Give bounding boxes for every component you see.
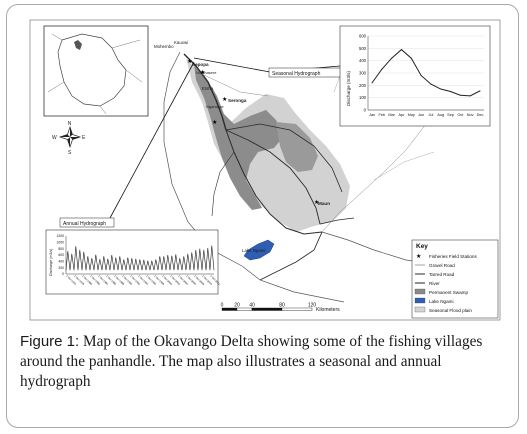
seasonal-ytick-label: 300 (359, 71, 367, 76)
station-star-icon: ★ (212, 119, 217, 126)
legend-item-label: Tarred Road (429, 272, 455, 277)
village-label: Ngarange (206, 104, 224, 109)
legend-swatch (414, 297, 426, 304)
village-label: Etsha (202, 86, 214, 91)
seasonal-ytick-label: 100 (359, 95, 367, 100)
legend-swatch (414, 288, 426, 295)
legend-swatch (414, 306, 426, 313)
okavango-map: Lake Ngami Mohembo Kauxwi Sepopa Nxamase… (29, 19, 501, 321)
seasonal-point (381, 68, 383, 70)
seasonal-ytick-label: 0 (364, 108, 367, 113)
legend-star-icon: ★ (416, 253, 421, 260)
station-star-icon: ★ (222, 96, 227, 103)
seasonal-callout-label: Seasonal Hydrograph (272, 71, 321, 77)
annual-callout-line (109, 61, 195, 219)
caption-label: Figure 1: (20, 333, 80, 350)
seasonal-xtick-label: Jan (369, 113, 375, 117)
annual-ytick-label: 800 (58, 247, 64, 251)
figure-caption: Figure 1: Map of the Okavango Delta show… (20, 332, 512, 392)
seasonal-xtick-label: May (408, 113, 415, 117)
annual-ytick-label: 200 (58, 266, 64, 270)
seasonal-xtick-label: Jul (428, 113, 433, 117)
station-star-icon: ★ (200, 69, 205, 76)
seasonal-xtick-label: Sep (447, 113, 454, 117)
seasonal-point (450, 91, 452, 92)
village-label: Seronga (228, 98, 247, 103)
annual-callout-label: Annual Hydrograph (63, 221, 106, 227)
seasonal-xtick-label: Dec (477, 113, 484, 117)
inset-delta (74, 40, 82, 50)
compass-rose: N S E W (52, 121, 86, 156)
legend-item-label: Gravel Road (429, 263, 455, 268)
seasonal-point (391, 57, 393, 59)
scale-unit-label: Kilometers (316, 307, 340, 313)
legend-title: Key (416, 243, 428, 250)
seasonal-xtick-label: Mar (388, 113, 395, 117)
village-label: Maun (318, 201, 330, 206)
seasonal-ytick-label: 600 (359, 34, 367, 39)
village-label: Mohembo (154, 44, 174, 49)
compass-south: S (68, 150, 72, 156)
seasonal-series-line (371, 48, 481, 97)
seasonal-point (459, 94, 461, 96)
legend-item-label: Permanent Swamp (429, 290, 469, 295)
legend-item-label: Lake Ngami (429, 299, 454, 304)
seasonal-xtick-label: Apr (398, 113, 405, 117)
lake-ngami (243, 239, 275, 261)
scale-tick-label: 120 (308, 303, 317, 309)
annual-hydrograph: Discharge (m3/s) 0200400600800100012001-… (45, 229, 222, 295)
seasonal-point (430, 83, 432, 85)
scale-segment (281, 307, 313, 311)
village-label: Kauxwi (174, 40, 188, 45)
seasonal-ytick-label: 400 (359, 58, 367, 63)
seasonal-point (479, 90, 481, 92)
seasonal-xtick-label: Aug (437, 113, 444, 117)
annual-ytick-label: 600 (58, 253, 64, 257)
botswana-outline (57, 33, 127, 107)
seasonal-ytick-label: 500 (359, 46, 367, 51)
compass-north: N (68, 121, 72, 127)
scale-tick-label: 0 (221, 303, 224, 309)
seasonal-hydrograph: Discharge (m3/s) 0 100 200 300 400 500 600 Jan F… (339, 25, 491, 127)
permanent-swamp-east (276, 122, 318, 172)
seasonal-point (400, 49, 402, 51)
seasonal-xtick-label: Jun (418, 113, 424, 117)
village-label: Sepopa (192, 62, 209, 67)
map-legend: Key ★ Fisheries Field Stations Gravel Road… (411, 239, 499, 319)
station-star-icon: ★ (314, 199, 319, 206)
seasonal-point (469, 95, 471, 97)
scale-tick-label: 80 (279, 303, 285, 309)
africa-inset (43, 25, 149, 117)
compass-west: W (52, 135, 57, 141)
seasonal-xtick-label: Nov (467, 113, 474, 117)
seasonal-xtick-label: Oct (457, 113, 464, 117)
river-network (183, 53, 355, 281)
compass-east: E (82, 135, 86, 141)
legend-item-label: River (429, 281, 440, 286)
seasonal-point (371, 82, 373, 84)
seasonal-xtick-label: Feb (379, 113, 386, 117)
seasonal-point (440, 88, 442, 90)
annual-ytick-label: 1200 (56, 234, 64, 238)
village-label: Nxamasere (196, 70, 217, 75)
annual-ytick-label: 1000 (56, 241, 64, 245)
lake-ngami-label: Lake Ngami (242, 248, 265, 253)
annual-ytick-label: 400 (58, 260, 64, 264)
legend-item-label: Fisheries Field Stations (429, 254, 477, 259)
annual-series-line (65, 245, 215, 271)
annual-ylabel: Discharge (m3/s) (49, 249, 53, 276)
caption-text: Map of the Okavango Delta showing some o… (20, 333, 483, 390)
seasonal-ytick-label: 200 (359, 83, 367, 88)
legend-item-label: Seasonal Flood plain (429, 308, 472, 313)
annual-ytick-label: 0 (62, 272, 64, 276)
scale-tick-label: 40 (249, 303, 255, 309)
seasonal-ylabel: Discharge (m3/s) (346, 71, 351, 106)
seasonal-point (420, 74, 422, 76)
scale-tick-label: 20 (234, 303, 240, 309)
village-markers: Mohembo Kauxwi Sepopa Nxamasere Etsha Se… (154, 40, 330, 206)
scale-segment (251, 307, 283, 311)
seasonal-point (410, 57, 412, 59)
station-star-icon: ★ (187, 58, 192, 65)
